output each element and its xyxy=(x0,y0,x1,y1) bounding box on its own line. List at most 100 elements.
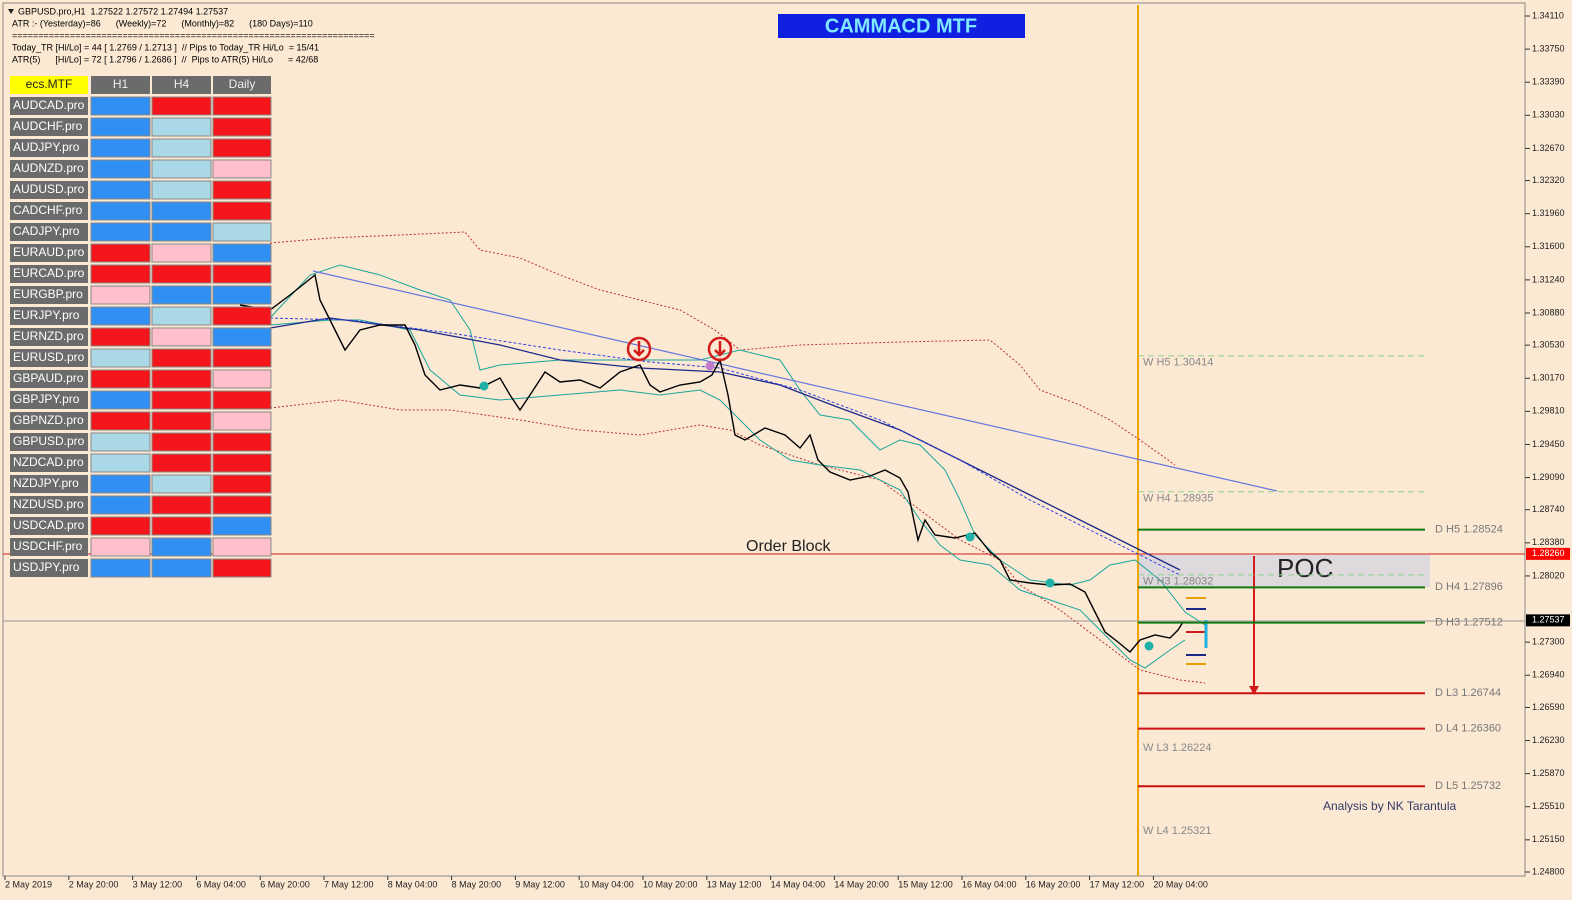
signal-dot xyxy=(1045,578,1055,588)
header-line: ========================================… xyxy=(12,30,375,40)
signal-cell xyxy=(90,411,151,431)
symbol: NZDJPY.pro xyxy=(13,476,79,490)
signal-cell xyxy=(212,180,272,200)
signal-cell xyxy=(151,201,212,221)
title: CAMMACD MTF xyxy=(825,15,977,37)
signal-cell xyxy=(151,159,212,179)
symbol-cell xyxy=(10,265,88,283)
table-header: H1 xyxy=(113,77,129,91)
symbol: GBPUSD.pro xyxy=(13,434,85,448)
signal-cell xyxy=(151,495,212,515)
signal-cell xyxy=(151,117,212,137)
signal-table: ecs.MTF H1 H4 Daily AUDCAD.pro AUDCHF.pro AUDJ… xyxy=(10,76,272,578)
tick-label: 3 May 12:00 xyxy=(133,879,183,889)
signal-cell xyxy=(212,306,272,326)
tick-label: 10 May 20:00 xyxy=(643,879,698,889)
signal-cell xyxy=(90,453,151,473)
table-header-cell xyxy=(10,76,88,94)
tick-label: 1.25150 xyxy=(1532,834,1565,844)
time-axis: 2 May 2019 2 May 20:00 3 May 12:00 6 May 04… xyxy=(4,876,1208,889)
header-line: GBPUSD.pro,H1 1.27522 1.27572 1.27494 1.… xyxy=(18,6,228,16)
signal-cell xyxy=(212,201,272,221)
symbol-cell xyxy=(10,538,88,556)
signal-cell xyxy=(151,285,212,305)
daily-level-label: D H5 1.28524 xyxy=(1435,524,1503,536)
sell-arrows xyxy=(626,336,733,362)
signal-cell xyxy=(151,411,212,431)
tick-label: 1.25870 xyxy=(1532,768,1565,778)
tick-label: 2 May 20:00 xyxy=(69,879,119,889)
table-header-cell xyxy=(91,76,150,94)
tick-label: 15 May 12:00 xyxy=(898,879,953,889)
table-header: H4 xyxy=(174,77,190,91)
symbol-cell xyxy=(10,349,88,367)
tick-label: 1.30170 xyxy=(1532,373,1565,383)
signal-cell xyxy=(212,159,272,179)
poc-zone xyxy=(1138,555,1430,587)
signal-cell xyxy=(212,117,272,137)
symbol-cell xyxy=(10,517,88,535)
signal-cell xyxy=(212,432,272,452)
symbol: EURGBP.pro xyxy=(13,287,83,301)
annotation: Analysis by NK Tarantula xyxy=(1323,799,1457,813)
header-line: ATR :- (Yesterday)=86 (Weekly)=72 (Month… xyxy=(12,18,313,28)
signal-cell xyxy=(151,558,212,578)
annotation: POC xyxy=(1277,553,1333,583)
symbol: AUDNZD.pro xyxy=(13,161,84,175)
menu-triangle xyxy=(8,9,14,14)
signal-cell xyxy=(90,96,151,116)
symbol: AUDJPY.pro xyxy=(13,140,80,154)
tick-label: 1.31240 xyxy=(1532,274,1565,284)
signal-cell xyxy=(212,516,272,536)
signal-cell xyxy=(90,516,151,536)
signal-cell xyxy=(90,537,151,557)
signal-dot xyxy=(479,381,489,391)
signal-cell xyxy=(212,327,272,347)
signal-cell xyxy=(212,285,272,305)
symbol: AUDCHF.pro xyxy=(13,119,83,133)
signal-cell xyxy=(151,306,212,326)
tick-label: 1.30880 xyxy=(1532,307,1565,317)
signal-cell xyxy=(212,369,272,389)
symbol-cell xyxy=(10,496,88,514)
weekly-level-label: W L3 1.26224 xyxy=(1143,742,1212,754)
tick-label: 6 May 20:00 xyxy=(260,879,310,889)
signal-cell xyxy=(212,222,272,242)
signal-cell xyxy=(90,474,151,494)
tick-label: 1.24800 xyxy=(1532,866,1565,876)
signal-cell xyxy=(212,474,272,494)
tick-label: 1.32320 xyxy=(1532,175,1565,185)
upper-band xyxy=(269,231,1176,466)
symbol: GBPJPY.pro xyxy=(13,392,80,406)
header-line: ATR(5) [Hi/Lo] = 72 [ 1.2796 / 1.2686 ] … xyxy=(12,54,318,64)
signal-cell xyxy=(90,390,151,410)
tick-label: 20 May 04:00 xyxy=(1153,879,1208,889)
tick-label: 1.26940 xyxy=(1532,670,1565,680)
signal-cell xyxy=(212,537,272,557)
header: GBPUSD.pro,H1 1.27522 1.27572 1.27494 1.… xyxy=(8,6,375,64)
header-line: Today_TR [Hi/Lo] = 44 [ 1.2769 / 1.2713 … xyxy=(12,42,319,52)
tick-label: 1.28740 xyxy=(1532,504,1565,514)
symbol-cell xyxy=(10,307,88,325)
tick-label: 1.26590 xyxy=(1532,702,1565,712)
signal-cell xyxy=(151,369,212,389)
symbol: EURCAD.pro xyxy=(13,266,85,280)
trend-line xyxy=(312,270,1278,492)
signal-cell xyxy=(90,222,151,242)
table-header: ecs.MTF xyxy=(26,77,73,91)
symbol-cell xyxy=(10,139,88,157)
symbol: EURNZD.pro xyxy=(13,329,84,343)
signal-cell xyxy=(151,180,212,200)
price-axis: 1.34110 1.33750 1.33390 1.33030 1.32670 1.323… xyxy=(1525,10,1570,876)
signal-cell xyxy=(151,390,212,410)
price-marker xyxy=(1526,547,1570,560)
tick-label: 1.33030 xyxy=(1532,110,1565,120)
symbol: CADCHF.pro xyxy=(13,203,83,217)
tick-label: 1.33750 xyxy=(1532,43,1565,53)
daily-level-label: D H3 1.27512 xyxy=(1435,617,1503,629)
tick-label: 8 May 04:00 xyxy=(388,879,438,889)
target-arrow-head xyxy=(1249,686,1259,695)
daily-level-label: D L4 1.26360 xyxy=(1435,722,1501,734)
tick-label: 10 May 04:00 xyxy=(579,879,634,889)
